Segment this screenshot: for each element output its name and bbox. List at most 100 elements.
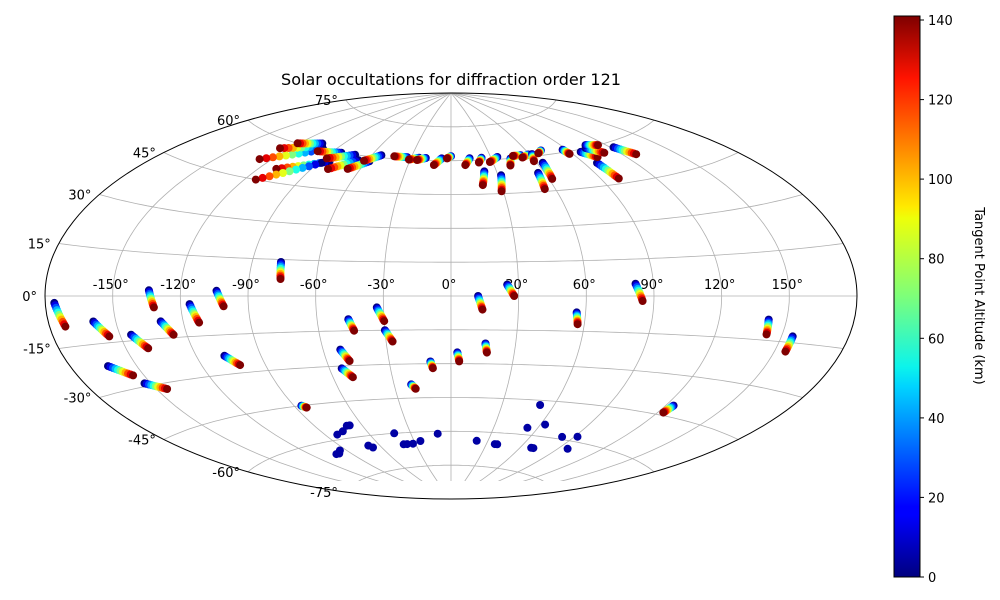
occultation-point xyxy=(251,175,260,184)
occultation-point xyxy=(258,173,267,182)
occultation-point xyxy=(163,385,172,393)
occultation-point xyxy=(443,154,451,163)
occultation-point xyxy=(638,297,647,305)
occultation-point xyxy=(474,158,483,167)
parallel-line xyxy=(345,99,557,128)
occultation-point xyxy=(497,187,506,196)
occultation-point xyxy=(632,150,641,159)
occultation-point xyxy=(292,165,301,174)
occultation-point xyxy=(313,147,322,156)
latitude-tick-label: 0° xyxy=(22,290,37,305)
occultation-point xyxy=(388,337,397,346)
occultation-point xyxy=(149,303,158,312)
occultation-point xyxy=(534,149,543,158)
colorbar-ticks: 0 20 40 60 80 100 120 140 xyxy=(920,14,953,586)
occultation-point xyxy=(275,152,284,161)
occultation-point xyxy=(541,420,550,429)
occultation-point xyxy=(169,330,178,339)
occultation-point xyxy=(573,432,582,441)
occultation-point xyxy=(276,275,285,283)
occultation-point xyxy=(428,364,437,373)
latitude-tick-label: -45° xyxy=(128,434,156,449)
colorbar-tick-label: 20 xyxy=(928,491,945,506)
occultation-point xyxy=(268,153,277,162)
occultation-point xyxy=(276,144,284,153)
occultation-point xyxy=(304,162,313,171)
occultation-point xyxy=(781,347,790,356)
occultation-point xyxy=(360,156,368,165)
colorbar-tick-label: 80 xyxy=(928,253,945,268)
occultation-point xyxy=(433,429,442,438)
occultation-point xyxy=(485,158,494,166)
occultation-point xyxy=(195,318,204,327)
occultation-point xyxy=(369,443,377,452)
occultation-point xyxy=(478,181,487,190)
occultation-point xyxy=(311,160,320,169)
colorbar-tick-label: 120 xyxy=(928,94,953,109)
occultation-point xyxy=(594,141,602,150)
occultation-point xyxy=(262,154,271,163)
occultation-point xyxy=(324,165,332,173)
occultation-point xyxy=(536,401,545,409)
latitude-tick-label: 60° xyxy=(217,114,240,129)
occultation-point xyxy=(762,330,771,339)
parallel-line xyxy=(58,329,844,349)
data-points xyxy=(50,139,797,459)
occultation-point xyxy=(523,423,532,432)
occultation-point xyxy=(416,437,425,445)
latitude-tick-label: -60° xyxy=(212,466,240,481)
longitude-tick-label: 120° xyxy=(704,278,735,293)
occultation-point xyxy=(403,440,412,449)
occultation-point xyxy=(317,158,326,167)
latitude-tick-label: 75° xyxy=(315,94,338,109)
occultation-point xyxy=(288,150,297,159)
occultation-point xyxy=(322,154,331,163)
colorbar-tick-label: 0 xyxy=(928,571,936,586)
parallel-line xyxy=(58,243,844,263)
occultation-point xyxy=(565,149,574,158)
occultation-point xyxy=(461,161,470,170)
occultation-point xyxy=(411,384,420,393)
occultation-point xyxy=(529,444,538,453)
occultation-point xyxy=(293,139,302,148)
latitude-tick-label: -15° xyxy=(23,343,51,358)
parallel-line xyxy=(99,194,803,229)
longitude-tick-label: 60° xyxy=(573,278,596,293)
occultation-point xyxy=(144,344,153,353)
latitude-tick-label: -75° xyxy=(310,486,338,501)
longitude-tick-label: 0° xyxy=(442,278,457,293)
occultation-point xyxy=(614,174,623,183)
parallel-line xyxy=(163,397,739,440)
longitude-tick-label: 90° xyxy=(640,278,663,293)
longitude-tick-label: -90° xyxy=(232,278,260,293)
occultation-point xyxy=(600,148,609,157)
occultation-point xyxy=(345,357,354,365)
occultation-point xyxy=(540,185,549,194)
occultation-point xyxy=(548,174,557,183)
map-outline xyxy=(44,92,858,500)
occultation-point xyxy=(455,357,464,366)
occultation-point xyxy=(404,155,413,164)
occultation-point xyxy=(478,305,487,314)
colorbar-label: Tangent Point Altitude (km) xyxy=(971,206,986,384)
colorbar-gradient xyxy=(893,15,921,578)
occultation-point xyxy=(281,151,290,160)
occultation-point xyxy=(265,172,274,181)
longitude-tick-labels: -150° -120° -90° -60° -30° 0° 30° 60° 90° 120° 150… xyxy=(93,278,803,293)
latitude-tick-label: 15° xyxy=(28,238,51,253)
occultation-point xyxy=(563,444,572,453)
parallel-line xyxy=(99,363,803,398)
occultation-point xyxy=(482,348,491,357)
occultation-point xyxy=(338,427,347,436)
latitude-tick-label: 30° xyxy=(68,189,91,204)
longitude-tick-label: -60° xyxy=(300,278,328,293)
occultation-point xyxy=(518,153,527,162)
occultation-point xyxy=(573,320,582,329)
occultation-point xyxy=(472,436,481,445)
occultation-point xyxy=(506,161,515,170)
colorbar-tick-label: 60 xyxy=(928,332,945,347)
map-grid xyxy=(45,92,857,481)
occultation-point xyxy=(255,155,264,164)
occultation-point xyxy=(390,429,399,438)
occultation-point xyxy=(61,322,70,331)
